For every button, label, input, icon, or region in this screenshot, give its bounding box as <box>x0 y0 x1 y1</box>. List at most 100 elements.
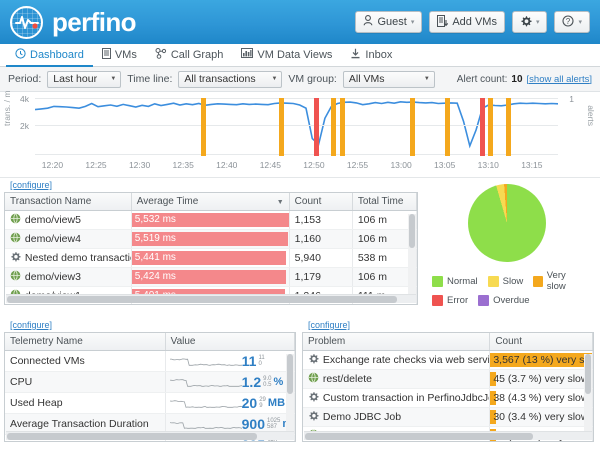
telemetry-unit: % <box>273 375 284 388</box>
chart-plot-region <box>35 98 558 156</box>
col-telemetry-value[interactable]: Value <box>165 333 295 351</box>
transactions-vertical-scrollbar[interactable] <box>408 214 416 302</box>
period-value: Last hour <box>53 73 98 85</box>
table-header-row: Transaction Name Average Time ▼ Count To… <box>5 193 417 211</box>
table-row[interactable]: Demo JDBC Job 30 (3.4 %) very slow <box>303 407 593 427</box>
alert-marker-error[interactable] <box>479 98 485 156</box>
gear-icon <box>308 391 320 405</box>
telemetry-vertical-scrollbar[interactable] <box>286 354 294 439</box>
alert-count-value: 10 <box>511 73 523 85</box>
table-row[interactable]: Custom transaction in PerfinoJdbcJobHand… <box>303 388 593 408</box>
alert-marker-slow[interactable] <box>200 98 206 156</box>
alert-marker-slow[interactable] <box>488 98 494 156</box>
table-row[interactable]: CPU 1.2 9.0 0.5% <box>5 371 295 393</box>
alert-marker-slow[interactable] <box>505 98 511 156</box>
filter-toolbar: Period: Last hour ▼ Time line: All trans… <box>0 67 600 92</box>
total-time-cell: 106 m <box>352 210 417 230</box>
chevron-down-icon: ▼ <box>271 76 278 82</box>
globe-icon <box>308 372 320 386</box>
timeline-value: All transactions <box>184 73 256 85</box>
table-row[interactable]: demo/view3 5,424 ms 1,179 106 m <box>5 267 417 287</box>
alert-marker-slow[interactable] <box>409 98 415 156</box>
tab-call-graph[interactable]: Call Graph <box>146 44 233 67</box>
tab-vm-data-views[interactable]: VM Data Views <box>232 44 341 67</box>
col-transaction-name[interactable]: Transaction Name <box>5 193 132 211</box>
timeline-chart: trans. / m alerts 4k 2k 1 12:20 12:25 12:3… <box>0 91 600 178</box>
bottom-row: [configure] Telemetry Name Value Connect… <box>0 318 600 446</box>
transactions-configure-link[interactable]: [configure] <box>10 180 53 190</box>
table-header-row: Telemetry Name Value <box>5 333 295 351</box>
problem-count-cell: 38 (4.3 %) very slow <box>489 388 593 408</box>
table-row[interactable]: Nested demo transaction 5,441 ms 5,940 538 … <box>5 248 417 268</box>
average-time-bar: 5,532 ms <box>131 213 289 227</box>
problems-grid: Problem Count Exchange rate checks via w… <box>302 332 594 442</box>
vmgroup-select[interactable]: All VMs ▼ <box>342 70 435 88</box>
legend-label: Error <box>447 295 469 306</box>
average-time-bar: 5,424 ms <box>131 270 286 284</box>
header-actions: Guest ▾ Add VMs ▾ ? ▾ <box>355 11 590 33</box>
transactions-horizontal-scrollbar[interactable] <box>6 294 416 303</box>
table-row[interactable]: demo/view5 5,532 ms 1,153 106 m <box>5 210 417 230</box>
alert-marker-error[interactable] <box>313 98 319 156</box>
add-vms-button[interactable]: Add VMs <box>429 11 505 33</box>
telemetry-minmax: 360211 <box>267 439 278 442</box>
telemetry-value-cell: 11 11 0 <box>165 350 295 372</box>
period-select[interactable]: Last hour ▼ <box>47 70 122 88</box>
guest-menu-button[interactable]: Guest ▾ <box>355 11 423 33</box>
brand-area: perfino <box>10 5 137 39</box>
brand-title: perfino <box>52 6 137 37</box>
col-average-time[interactable]: Average Time ▼ <box>131 193 290 211</box>
telemetry-value: 20 <box>241 395 258 411</box>
alert-marker-slow[interactable] <box>444 98 450 156</box>
telemetry-name-cell: Connected VMs <box>5 350 166 372</box>
problems-configure-link[interactable]: [configure] <box>308 320 351 330</box>
problems-horizontal-scrollbar[interactable] <box>304 431 592 440</box>
alert-marker-slow[interactable] <box>340 98 346 156</box>
average-time-cell: 5,532 ms <box>131 210 290 230</box>
problem-name-cell: Exchange rate checks via web service <box>303 350 491 370</box>
col-total-time[interactable]: Total Time <box>352 193 417 211</box>
tab-dashboard[interactable]: Dashboard <box>6 44 93 67</box>
alert-marker-slow[interactable] <box>279 98 285 156</box>
average-time-bar: 5,441 ms <box>131 251 287 265</box>
table-row[interactable]: rest/delete 45 (3.7 %) very slow <box>303 369 593 389</box>
legend-swatch <box>487 275 499 287</box>
vmgroup-label: VM group: <box>288 73 337 85</box>
telemetry-configure-link[interactable]: [configure] <box>10 320 53 330</box>
help-icon: ? <box>562 14 575 30</box>
col-count[interactable]: Count <box>289 193 353 211</box>
table-row[interactable]: Average Transaction Duration9001025587ms <box>5 413 295 435</box>
telemetry-horizontal-scrollbar[interactable] <box>6 431 294 440</box>
table-row[interactable]: Used Heap 20 29 9 MB <box>5 392 295 414</box>
guest-label: Guest <box>377 16 407 28</box>
globe-icon <box>10 213 22 227</box>
help-button[interactable]: ? ▾ <box>554 11 590 33</box>
settings-button[interactable]: ▾ <box>511 11 548 33</box>
table-row[interactable]: Exchange rate checks via web service 3,56… <box>303 350 593 370</box>
tab-dashboard-label: Dashboard <box>30 48 84 61</box>
telemetry-table: Telemetry Name Value Connected VMs 11 11 0 C… <box>5 333 295 442</box>
telemetry-name-cell: Average Transaction Duration <box>5 413 166 435</box>
telemetry-minmax: 29 9 <box>259 397 266 409</box>
transactions-line-series <box>35 98 558 156</box>
col-telemetry-name[interactable]: Telemetry Name <box>5 333 166 351</box>
legend-item: Overdue <box>478 295 530 306</box>
telemetry-minmax: 1025 587 <box>267 418 281 430</box>
col-problem[interactable]: Problem <box>303 333 491 351</box>
data-views-icon <box>241 48 254 61</box>
tab-vms[interactable]: VMs <box>93 44 146 67</box>
show-all-alerts-link[interactable]: [show all alerts] <box>526 73 592 85</box>
col-problem-count[interactable]: Count <box>489 333 593 351</box>
transactions-table: Transaction Name Average Time ▼ Count To… <box>5 193 417 304</box>
inbox-icon <box>350 48 361 62</box>
problem-count-bar <box>490 410 497 424</box>
problem-count-bar <box>490 372 497 386</box>
timeline-select[interactable]: All transactions ▼ <box>178 70 283 88</box>
table-row[interactable]: Connected VMs 11 11 0 <box>5 350 295 372</box>
tab-inbox[interactable]: Inbox <box>341 44 401 67</box>
problems-vertical-scrollbar[interactable] <box>584 354 592 439</box>
table-row[interactable]: demo/view4 5,519 ms 1,160 106 m <box>5 229 417 249</box>
alert-marker-slow[interactable] <box>331 98 337 156</box>
x-tick: 13:15 <box>521 160 543 170</box>
legend-item: Error <box>432 295 468 306</box>
